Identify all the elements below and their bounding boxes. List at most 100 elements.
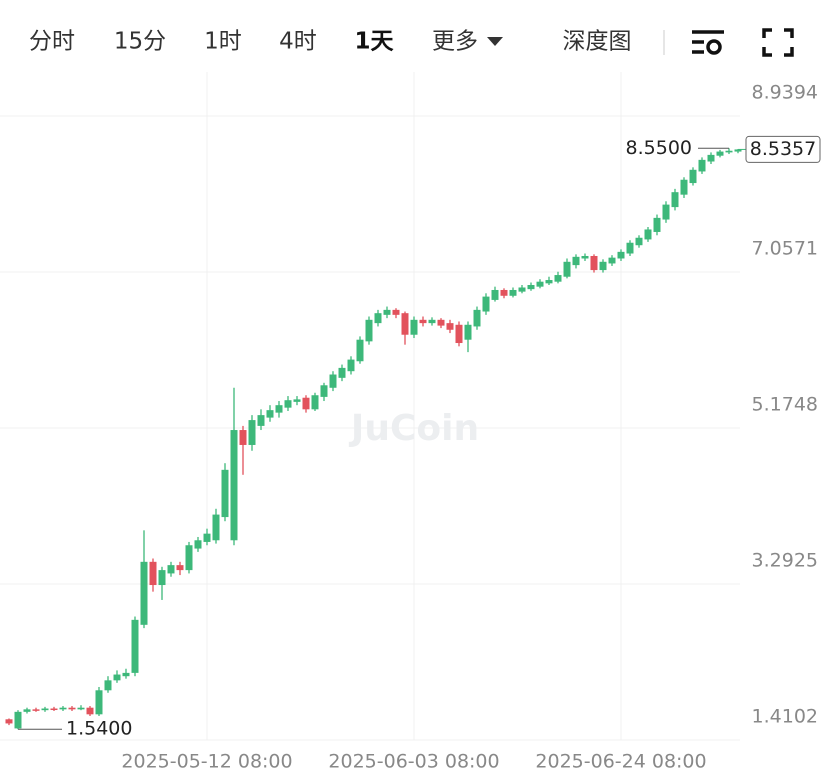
candle-body bbox=[176, 565, 184, 571]
candle-body bbox=[626, 242, 634, 254]
candle-body bbox=[491, 289, 499, 300]
candle-body bbox=[113, 674, 121, 681]
tab[interactable]: 1时 bbox=[204, 29, 242, 55]
candle-body bbox=[401, 313, 409, 335]
dropdown-arrow[interactable] bbox=[487, 37, 503, 46]
y-tick-label: 7.0571 bbox=[752, 237, 818, 259]
grid bbox=[0, 72, 740, 741]
candle-body bbox=[14, 711, 22, 729]
indicator-icon[interactable] bbox=[692, 30, 724, 55]
candle-body bbox=[716, 151, 724, 156]
candle-body bbox=[266, 410, 274, 418]
tab[interactable]: 1天 bbox=[354, 29, 394, 55]
candle-body bbox=[554, 275, 562, 282]
x-tick-label: 2025-06-24 08:00 bbox=[535, 751, 706, 773]
candle-body bbox=[653, 217, 661, 232]
candle-body bbox=[536, 281, 544, 287]
candle-body bbox=[689, 169, 697, 184]
candle-body bbox=[212, 514, 220, 541]
candle-body bbox=[437, 319, 445, 326]
candle-body bbox=[257, 415, 265, 426]
tab[interactable]: 15分 bbox=[114, 29, 166, 55]
candle-body bbox=[122, 672, 130, 677]
y-tick-label: 3.2925 bbox=[752, 549, 818, 571]
candle-body bbox=[527, 285, 535, 290]
y-tick-label: 5.1748 bbox=[752, 393, 818, 415]
candle-body bbox=[482, 296, 490, 312]
candle-body bbox=[104, 680, 112, 691]
candle-body bbox=[158, 570, 166, 586]
candle-body bbox=[590, 255, 598, 271]
candle-body bbox=[149, 561, 157, 586]
candle-body bbox=[500, 289, 508, 296]
candle-body bbox=[203, 533, 211, 542]
tab[interactable]: 更多 bbox=[432, 29, 478, 55]
max-label: 8.5500 bbox=[626, 137, 692, 159]
candle-body bbox=[725, 150, 733, 153]
candle-body bbox=[5, 719, 13, 724]
candle-body bbox=[518, 287, 526, 292]
candle-body bbox=[563, 261, 571, 277]
x-tick-label: 2025-05-12 08:00 bbox=[121, 751, 292, 773]
candle-body bbox=[446, 323, 454, 330]
candle-body bbox=[698, 159, 706, 172]
candle-body bbox=[707, 154, 715, 162]
tab[interactable]: 4时 bbox=[279, 29, 317, 55]
candle-body bbox=[59, 707, 67, 710]
candle-body bbox=[77, 707, 85, 710]
fullscreen-icon[interactable] bbox=[762, 28, 794, 57]
candle-body bbox=[50, 708, 58, 711]
candle-body bbox=[185, 545, 193, 571]
min-label: 1.5400 bbox=[66, 718, 132, 740]
candle-body bbox=[365, 319, 373, 342]
tab[interactable]: 深度图 bbox=[563, 29, 632, 55]
toolbar: 分时 15分 1时 4时 1天 更多 深度图 bbox=[29, 28, 794, 57]
candle-body bbox=[347, 359, 355, 372]
candle-body bbox=[419, 319, 427, 324]
candle-body bbox=[509, 289, 517, 296]
candle-body bbox=[734, 149, 742, 152]
candle-body bbox=[23, 709, 31, 712]
candle-body bbox=[239, 430, 247, 445]
candle-body bbox=[392, 309, 400, 315]
candle-body bbox=[374, 313, 382, 324]
candle-body bbox=[410, 319, 418, 335]
candle-body bbox=[68, 707, 76, 710]
candle-body bbox=[662, 204, 670, 220]
candle-body bbox=[167, 565, 175, 574]
candle-body bbox=[284, 400, 292, 408]
candle-body bbox=[617, 251, 625, 259]
last-price-box bbox=[745, 135, 821, 163]
candle-body bbox=[356, 339, 364, 362]
candle-body bbox=[455, 324, 463, 344]
candle-body bbox=[644, 229, 652, 240]
candle-body bbox=[41, 708, 49, 711]
candle-body bbox=[275, 405, 283, 413]
y-tick-label: 1.4102 bbox=[752, 706, 818, 728]
candle-body bbox=[464, 324, 472, 340]
candle-body bbox=[32, 709, 40, 711]
candle-body bbox=[383, 309, 391, 315]
candle-body bbox=[140, 561, 148, 625]
candle-body bbox=[572, 256, 580, 266]
candle-body bbox=[221, 469, 229, 518]
y-tick-label: 8.9394 bbox=[752, 81, 818, 103]
candle-body bbox=[320, 385, 328, 397]
candle-body bbox=[230, 430, 238, 541]
candle-body bbox=[95, 690, 103, 715]
candle-body bbox=[293, 399, 301, 402]
candle-body bbox=[473, 309, 481, 327]
candle-body bbox=[311, 395, 319, 410]
candle-body bbox=[131, 619, 139, 673]
candle-body bbox=[86, 707, 94, 715]
candle-body bbox=[428, 319, 436, 324]
watermark: JuCoin bbox=[348, 408, 479, 449]
candle-body bbox=[581, 255, 589, 259]
tab[interactable]: 分时 bbox=[29, 29, 75, 55]
candle-body bbox=[329, 374, 337, 388]
candle-body bbox=[248, 420, 256, 445]
candle-body bbox=[635, 237, 643, 246]
x-tick-label: 2025-06-03 08:00 bbox=[328, 751, 499, 773]
